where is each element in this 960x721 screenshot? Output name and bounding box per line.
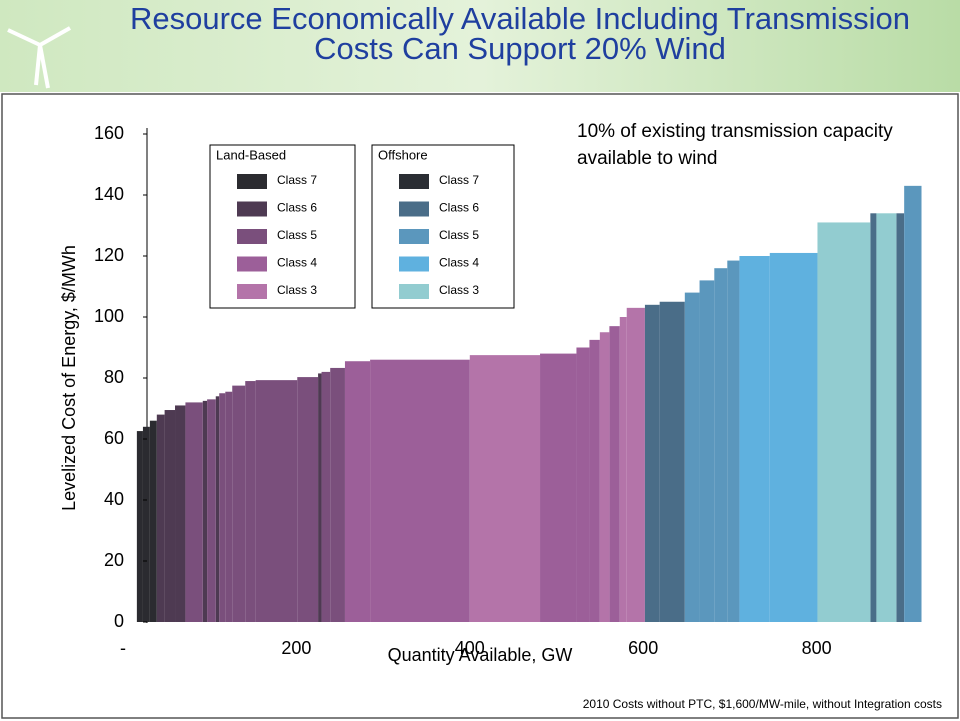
bar <box>659 301 685 622</box>
bar <box>904 185 922 622</box>
legend-label: Class 4 <box>277 256 317 270</box>
bar <box>626 307 645 622</box>
legend-swatch <box>399 284 429 299</box>
bar <box>714 268 728 622</box>
legend-swatch <box>399 174 429 189</box>
legend-title: Land-Based <box>216 147 286 162</box>
bar <box>232 385 246 622</box>
slide-title: Resource Economically Available Includin… <box>130 1 910 66</box>
legend-label: Class 3 <box>277 283 317 297</box>
legend-swatch <box>399 229 429 244</box>
bar <box>599 332 610 622</box>
x-axis-label: Quantity Available, GW <box>388 645 573 665</box>
y-tick-label: 60 <box>104 428 124 448</box>
bar <box>207 399 216 622</box>
legend-swatch <box>399 201 429 217</box>
bar <box>699 280 715 622</box>
bar <box>739 256 770 622</box>
bar <box>619 317 627 622</box>
bar <box>318 373 322 622</box>
x-tick-label: 600 <box>628 638 658 658</box>
legend-swatch <box>399 256 429 272</box>
x-tick-label: 200 <box>281 638 311 658</box>
legend-label: Class 3 <box>439 283 479 297</box>
y-tick-label: 100 <box>94 306 124 326</box>
bar <box>589 339 600 622</box>
bar <box>136 431 143 622</box>
legend-swatch <box>237 256 267 272</box>
y-tick-label: 140 <box>94 184 124 204</box>
bar <box>215 396 220 622</box>
y-tick-label: 80 <box>104 367 124 387</box>
y-tick-label: 120 <box>94 245 124 265</box>
legend-label: Class 4 <box>439 256 479 270</box>
legend-label: Class 6 <box>277 201 317 215</box>
bar <box>769 252 818 622</box>
legend-swatch <box>237 174 267 189</box>
x-tick-label: 800 <box>802 638 832 658</box>
legend-swatch <box>237 201 267 217</box>
slide-border <box>1 93 959 719</box>
bar <box>142 426 150 622</box>
bar <box>149 420 157 622</box>
bar <box>219 393 226 622</box>
legend-label: Class 6 <box>439 201 479 215</box>
bar <box>164 410 176 622</box>
bar <box>185 402 203 622</box>
x-tick-label: - <box>120 638 126 658</box>
bar <box>321 371 331 622</box>
bar <box>344 361 371 622</box>
y-tick-label: 160 <box>94 123 124 143</box>
legend-label: Class 5 <box>277 228 317 242</box>
legend-label: Class 5 <box>439 228 479 242</box>
bar <box>896 213 905 623</box>
bar <box>817 222 871 622</box>
bar <box>540 353 577 622</box>
annotation: 10% of existing transmission capacity av… <box>577 121 893 169</box>
bar <box>330 367 345 622</box>
bar <box>469 355 541 622</box>
bar <box>245 381 256 622</box>
bar <box>297 377 319 622</box>
footnote: 2010 Costs without PTC, $1,600/MW-mile, … <box>582 697 942 711</box>
bar <box>175 405 186 622</box>
turbine-icon <box>7 26 71 89</box>
legend-title: Offshore <box>378 147 428 162</box>
legend-box <box>209 144 356 309</box>
bar <box>870 213 877 623</box>
y-tick-label: 20 <box>104 550 124 570</box>
bar <box>684 292 700 622</box>
bar <box>370 359 470 622</box>
y-tick-label: 40 <box>104 489 124 509</box>
bar <box>156 414 165 622</box>
legend-swatch <box>237 284 267 299</box>
bar <box>255 380 298 622</box>
y-axis-label: Levelized Cost of Energy, $/MWh <box>59 245 79 511</box>
bar <box>644 304 660 622</box>
legend-swatch <box>237 229 267 244</box>
bar <box>609 326 620 622</box>
x-tick-label: 400 <box>455 638 485 658</box>
bar <box>202 400 208 622</box>
header-band <box>0 0 960 92</box>
bar <box>225 391 233 622</box>
legend-box <box>371 144 515 309</box>
legend-label: Class 7 <box>439 173 479 187</box>
legend-label: Class 7 <box>277 173 317 187</box>
bar <box>576 347 590 622</box>
bar <box>727 260 740 622</box>
y-tick-label: 0 <box>114 611 124 631</box>
bar <box>876 213 897 623</box>
